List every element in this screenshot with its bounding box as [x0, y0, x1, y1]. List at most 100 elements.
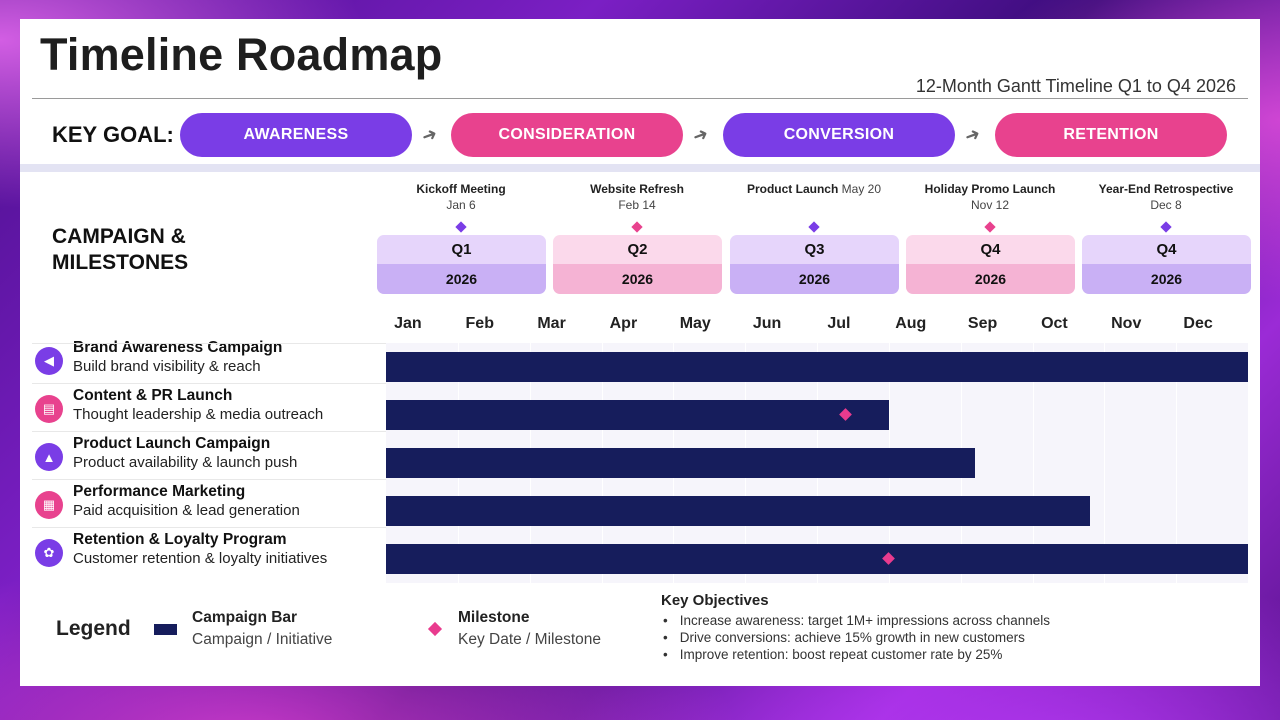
- month-label: Jun: [752, 315, 782, 332]
- quarter-card: Q4 2026: [1082, 235, 1251, 294]
- month-label: Apr: [609, 315, 638, 332]
- quarter-label: Q1: [377, 235, 546, 264]
- quarter-year: 2026: [730, 264, 899, 294]
- milestone-label: Year-End Retrospective Dec 8: [1080, 181, 1252, 213]
- quarter-label: Q4: [906, 235, 1075, 264]
- milestone-diamond-icon: [631, 221, 643, 233]
- megaphone-icon: ◀: [35, 347, 63, 375]
- milestone-date: Nov 12: [970, 198, 1010, 212]
- campaign-title: Product Launch Campaign: [73, 435, 271, 452]
- legend-bar-desc: Campaign / Initiative: [192, 631, 333, 648]
- objective-item: Improve retention: boost repeat customer…: [661, 646, 1050, 663]
- milestone-date: Feb 14: [618, 198, 656, 212]
- campaign-bar[interactable]: [386, 400, 889, 430]
- quarter-year: 2026: [377, 264, 546, 294]
- quarter-label: Q3: [730, 235, 899, 264]
- legend-bar-label: Campaign Bar: [192, 609, 298, 626]
- milestone-date: Dec 8: [1150, 198, 1182, 212]
- gantt-grid: [386, 343, 1248, 583]
- campaign-subtitle: Paid acquisition & lead generation: [73, 502, 300, 519]
- quarter-card: Q2 2026: [553, 235, 722, 294]
- campaign-title: Brand Awareness Campaign: [73, 339, 283, 356]
- row-divider: [32, 479, 386, 480]
- campaign-title: Content & PR Launch: [73, 387, 233, 404]
- objectives-title: Key Objectives: [661, 592, 769, 609]
- objective-item: Increase awareness: target 1M+ impressio…: [661, 612, 1050, 629]
- milestone-name: Holiday Promo Launch: [924, 182, 1056, 196]
- row-divider: [32, 383, 386, 384]
- milestone-name: Product Launch: [746, 182, 839, 196]
- grid-line: [1104, 343, 1106, 583]
- stage-consideration: CONSIDERATION: [451, 113, 683, 157]
- title-divider: [32, 98, 1248, 99]
- stage-conversion: CONVERSION: [723, 113, 955, 157]
- campaign-subtitle: Product availability & launch push: [73, 454, 298, 471]
- grid-line: [1176, 343, 1178, 583]
- campaign-title: Retention & Loyalty Program: [73, 531, 287, 548]
- quarter-card: Q1 2026: [377, 235, 546, 294]
- month-label: Jan: [394, 315, 422, 332]
- legend-title: Legend: [56, 617, 131, 640]
- arrow-right-icon: ➜: [418, 123, 440, 148]
- row-divider: [32, 527, 386, 528]
- milestone-diamond-icon: [455, 221, 467, 233]
- key-goal-label: KEY GOAL:: [52, 122, 174, 147]
- quarter-year: 2026: [906, 264, 1075, 294]
- milestone-diamond-icon: [427, 621, 443, 637]
- month-label: Aug: [895, 315, 927, 332]
- month-label: Feb: [465, 315, 494, 332]
- rocket-icon: ▲: [35, 443, 63, 471]
- document-icon: ▤: [35, 395, 63, 423]
- campaign-bar[interactable]: [386, 544, 1248, 574]
- month-label: May: [679, 315, 711, 332]
- milestone-name: Website Refresh: [590, 182, 684, 196]
- quarter-card: Q4 2026: [906, 235, 1075, 294]
- month-label: Mar: [537, 315, 566, 332]
- milestone-label: Holiday Promo Launch Nov 12: [904, 181, 1076, 213]
- campaign-bar[interactable]: [386, 352, 1248, 382]
- campaign-title: Performance Marketing: [73, 483, 246, 500]
- month-label: Nov: [1111, 315, 1142, 332]
- campaign-bar[interactable]: [386, 448, 976, 478]
- objectives-list: Increase awareness: target 1M+ impressio…: [661, 612, 1050, 663]
- campaign-bar-swatch: [154, 624, 177, 635]
- milestone-label: Kickoff Meeting Jan 6: [375, 181, 547, 213]
- quarter-label: Q4: [1082, 235, 1251, 264]
- grid-line: [1032, 343, 1034, 583]
- objective-item: Drive conversions: achieve 15% growth in…: [661, 629, 1050, 646]
- campaign-subtitle: Build brand visibility & reach: [73, 358, 261, 375]
- month-label: Jul: [827, 315, 851, 332]
- row-divider: [32, 343, 386, 344]
- milestone-label: Website Refresh Feb 14: [551, 181, 723, 213]
- milestone-name: Year-End Retrospective: [1098, 182, 1234, 196]
- legend-milestone-label: Milestone: [458, 609, 530, 626]
- slide: Timeline Roadmap 12-Month Gantt Timeline…: [20, 19, 1260, 686]
- milestone-diamond-icon: [984, 221, 996, 233]
- quarter-year: 2026: [553, 264, 722, 294]
- milestone-date: Jan 6: [446, 198, 476, 212]
- stage-retention: RETENTION: [995, 113, 1227, 157]
- milestone-date: May 20: [841, 182, 882, 196]
- milestone-name: Kickoff Meeting: [416, 182, 506, 196]
- milestone-diamond-icon: [808, 221, 820, 233]
- stage-awareness: AWARENESS: [180, 113, 412, 157]
- loyalty-icon: ✿: [35, 539, 63, 567]
- arrow-right-icon: ➜: [689, 123, 711, 148]
- milestone-label: Product Launch May 20: [728, 181, 900, 197]
- row-divider: [32, 431, 386, 432]
- quarter-card: Q3 2026: [730, 235, 899, 294]
- quarter-label: Q2: [553, 235, 722, 264]
- campaign-subtitle: Thought leadership & media outreach: [73, 406, 324, 423]
- month-label: Sep: [967, 315, 998, 332]
- campaigns-heading: CAMPAIGN & MILESTONES: [52, 225, 189, 274]
- section-divider-band: [20, 164, 1260, 172]
- month-label: Oct: [1041, 315, 1068, 332]
- month-label: Dec: [1183, 315, 1213, 332]
- chart-icon: ▦: [35, 491, 63, 519]
- milestone-diamond-icon: [1160, 221, 1172, 233]
- legend-milestone-desc: Key Date / Milestone: [458, 631, 602, 648]
- quarter-year: 2026: [1082, 264, 1251, 294]
- page-title: Timeline Roadmap: [40, 29, 443, 80]
- campaign-bar[interactable]: [386, 496, 1090, 526]
- page-subtitle: 12-Month Gantt Timeline Q1 to Q4 2026: [915, 76, 1236, 96]
